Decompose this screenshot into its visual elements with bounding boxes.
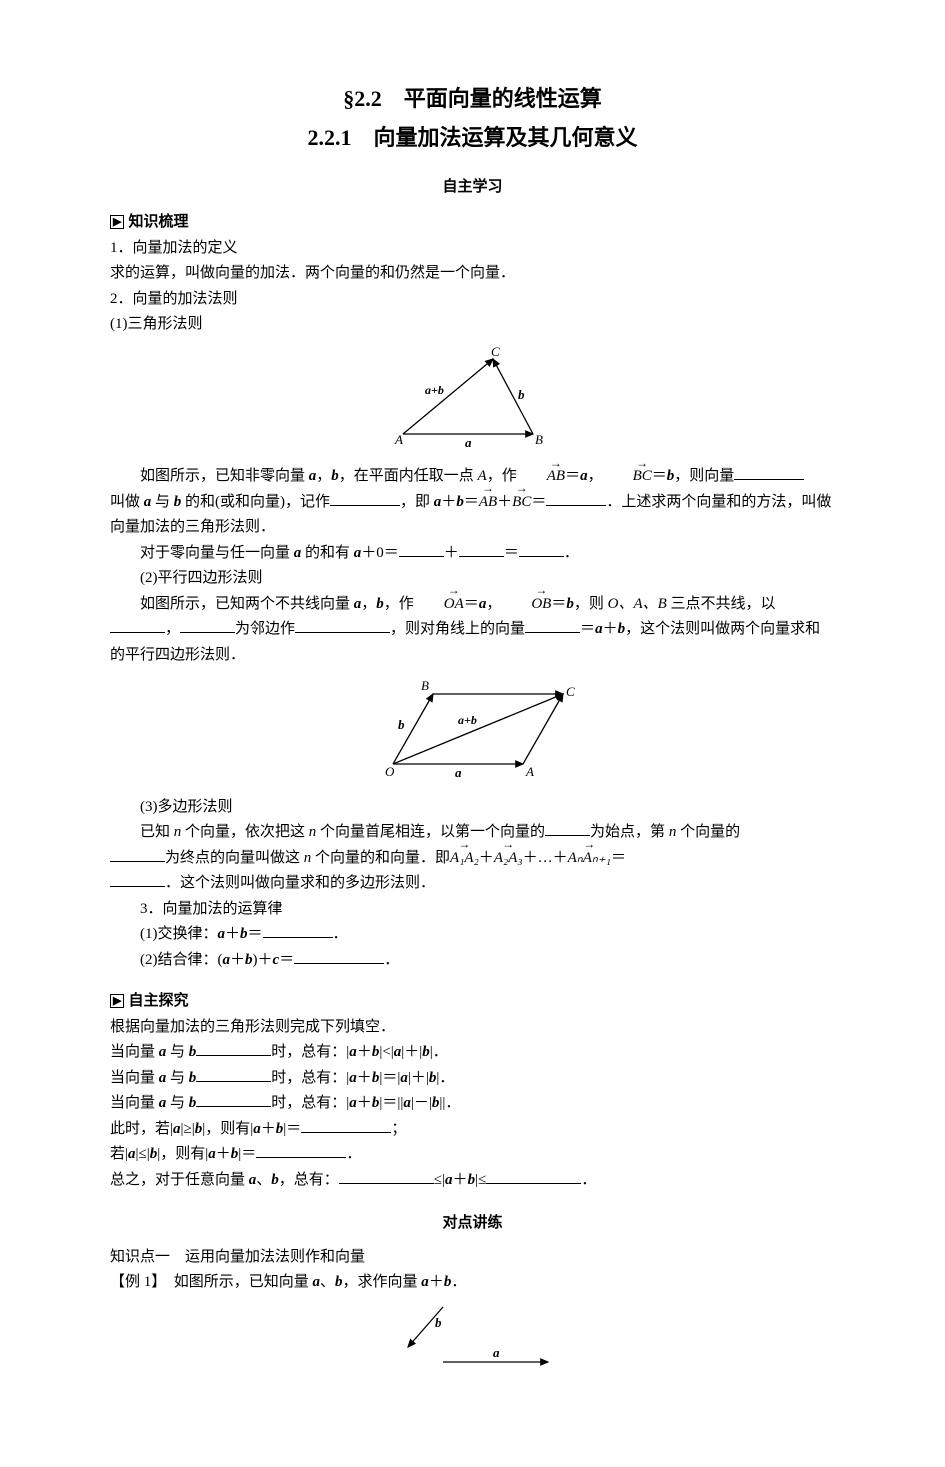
explore-line-5: 若|a|≤|b|，则有|a＋b|＝． — [110, 1142, 835, 1168]
law-commutative: (1)交换律：a＋b＝． — [110, 922, 835, 948]
para-triangle-1: 如图所示，已知非零向量 a，b，在平面内任取一点 A，作AB＝a，BC＝b，则向… — [110, 464, 835, 490]
svg-text:a+b: a+b — [425, 383, 444, 397]
item-2: 2．向量的加法法则 — [110, 287, 835, 313]
knowledge-point-1: 知识点一 运用向量加法法则作和向量 — [110, 1245, 835, 1271]
blank[interactable] — [330, 490, 400, 506]
figure-example-1: b a — [110, 1302, 835, 1382]
para-triangle-2: 叫做 a 与 b 的和(或和向量)，记作，即 a＋b＝AB＋BC＝．上述求两个向… — [110, 490, 835, 541]
blank[interactable] — [399, 541, 444, 557]
explore-line-3: 当向量 a 与 b时，总有：|a＋b|＝||a|－|b||． — [110, 1091, 835, 1117]
blank[interactable] — [110, 617, 165, 633]
svg-text:b: b — [398, 717, 405, 732]
para-zero: 对于零向量与任一向量 a 的和有 a＋0＝＋＝． — [110, 541, 835, 567]
explore-line-4: 此时，若|a|≥|b|，则有|a＋b|＝； — [110, 1117, 835, 1143]
blank[interactable] — [295, 617, 390, 633]
blank[interactable] — [196, 1066, 271, 1082]
heading-self-study: 自主学习 — [110, 175, 835, 201]
figure-triangle: A B C a b a+b — [110, 344, 835, 459]
svg-text:a: a — [465, 435, 472, 449]
blank[interactable] — [256, 1142, 346, 1158]
blank[interactable] — [196, 1040, 271, 1056]
blank[interactable] — [339, 1168, 434, 1184]
heading-point: 对点讲练 — [110, 1211, 835, 1237]
explore-line-2: 当向量 a 与 b时，总有：|a＋b|＝|a|＋|b|． — [110, 1066, 835, 1092]
play-icon: ▶ — [110, 215, 124, 229]
svg-text:B: B — [421, 678, 429, 693]
svg-text:O: O — [385, 764, 395, 779]
blank[interactable] — [519, 541, 564, 557]
svg-text:A: A — [525, 764, 534, 779]
svg-text:b: b — [435, 1315, 442, 1330]
blank[interactable] — [546, 490, 606, 506]
svg-text:a+b: a+b — [458, 713, 477, 727]
item-3: 3．向量加法的运算律 — [110, 897, 835, 923]
def-line: 求的运算，叫做向量的加法．两个向量的和仍然是一个向量． — [110, 261, 835, 287]
svg-text:C: C — [566, 684, 575, 699]
blank[interactable] — [525, 617, 580, 633]
blank[interactable] — [734, 464, 804, 480]
blank[interactable] — [180, 617, 235, 633]
law-associative: (2)结合律：(a＋b)＋c＝． — [110, 948, 835, 974]
item-1: 1．向量加法的定义 — [110, 236, 835, 262]
svg-text:C: C — [491, 344, 500, 359]
title-section: §2.2 平面向量的线性运算 — [110, 80, 835, 117]
blank[interactable] — [110, 871, 165, 887]
svg-text:a: a — [493, 1345, 500, 1360]
figure-parallelogram: O A B C a b a+b — [110, 674, 835, 789]
explore-line-1: 当向量 a 与 b时，总有：|a＋b|<|a|＋|b|． — [110, 1040, 835, 1066]
blank[interactable] — [486, 1168, 581, 1184]
explore-intro: 根据向量加法的三角形法则完成下列填空． — [110, 1015, 835, 1041]
heading-explore: ▶自主探究 — [110, 989, 835, 1015]
blank[interactable] — [263, 922, 333, 938]
play-icon: ▶ — [110, 994, 124, 1008]
svg-text:A: A — [394, 432, 403, 447]
rule-triangle: (1)三角形法则 — [110, 312, 835, 338]
para-par-2: ，为邻边作，则对角线上的向量＝a＋b，这个法则叫做两个向量求和的平行四边形法则． — [110, 617, 835, 668]
para-poly-2: 为终点的向量叫做这 n 个向量的和向量．即A₁A₂＋A₂A₃＋…＋AₙAₙ₊₁＝ — [110, 846, 835, 872]
svg-text:a: a — [455, 765, 462, 779]
title-subsection: 2.2.1 向量加法运算及其几何意义 — [110, 119, 835, 156]
explore-line-6: 总之，对于任意向量 a、b，总有：≤|a＋b|≤． — [110, 1168, 835, 1194]
para-poly-3: ．这个法则叫做向量求和的多边形法则． — [110, 871, 835, 897]
blank[interactable] — [294, 948, 384, 964]
heading-knowledge: ▶知识梳理 — [110, 210, 835, 236]
blank[interactable] — [110, 846, 165, 862]
blank[interactable] — [196, 1091, 271, 1107]
rule-parallelogram: (2)平行四边形法则 — [110, 566, 835, 592]
rule-polygon: (3)多边形法则 — [110, 795, 835, 821]
blank[interactable] — [301, 1117, 391, 1133]
para-par-1: 如图所示，已知两个不共线向量 a，b，作OA＝a，OB＝b，则 O、A、B 三点… — [110, 592, 835, 618]
svg-text:b: b — [518, 387, 525, 402]
blank[interactable] — [459, 541, 504, 557]
svg-text:B: B — [535, 432, 543, 447]
example-1: 【例 1】 如图所示，已知向量 a、b，求作向量 a＋b． — [110, 1270, 835, 1296]
